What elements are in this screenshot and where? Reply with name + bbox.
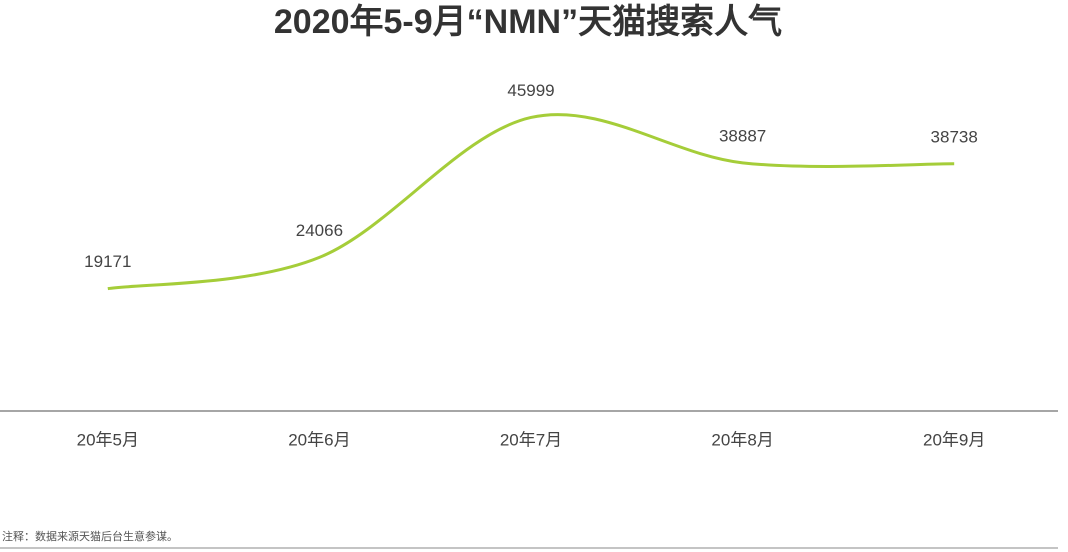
data-label: 19171 <box>84 252 131 271</box>
chart-title: 2020年5-9月“NMN”天猫搜索人气 <box>274 3 782 41</box>
x-tick-label: 20年6月 <box>288 430 350 449</box>
x-tick-label: 20年8月 <box>711 430 773 449</box>
x-tick-label: 20年7月 <box>500 430 562 449</box>
data-label: 38887 <box>719 126 766 145</box>
x-tick-label: 20年5月 <box>77 430 139 449</box>
data-label: 24066 <box>296 221 343 240</box>
source-note: 注释：数据来源天猫后台生意参谋。 <box>2 529 178 543</box>
data-label: 38738 <box>931 127 978 146</box>
x-tick-label: 20年9月 <box>923 430 985 449</box>
data-label: 45999 <box>507 81 554 100</box>
line <box>107 113 955 291</box>
